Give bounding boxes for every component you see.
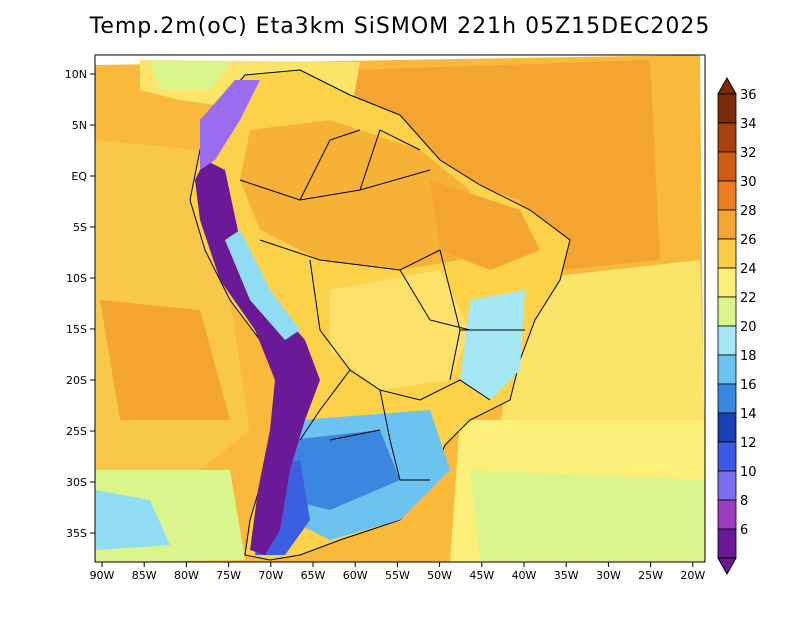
- andes-purple: [195, 160, 320, 555]
- colorbar-label: 20: [740, 320, 757, 335]
- land-northeast-hot: [430, 180, 540, 270]
- longitude-axis: 90W 85W 80W 75W 70W 65W 60W 55W 50W 45W 40W 35W 30W 2…: [90, 562, 705, 582]
- lat-tick-label: 15S: [66, 323, 87, 336]
- colorbar-label: 36: [740, 88, 757, 103]
- map-frame: [94, 54, 706, 563]
- colorbar-swatch: [717, 93, 737, 124]
- colorbar-swatch: [717, 412, 737, 443]
- lon-tick-label: 75W: [216, 569, 241, 582]
- colorbar-swatch: [717, 354, 737, 385]
- lon-tick-label: 50W: [427, 569, 452, 582]
- lon-tick-label: 45W: [469, 569, 494, 582]
- colorbar-label: 10: [740, 465, 757, 480]
- land-southeast-cool: [460, 290, 525, 400]
- ocean-warm-east: [350, 60, 660, 270]
- colorbar-swatch: [717, 499, 737, 530]
- map-title: Temp.2m(oC) Eta3km SiSMOM 221h 05Z15DEC2…: [89, 14, 711, 39]
- colorbar-swatch: [717, 528, 737, 559]
- lon-tick-label: 65W: [301, 569, 326, 582]
- temperature-colorbar: 36 34 32 30 28 26 24 22 20 18 16 14 12 10 8 6: [717, 76, 757, 576]
- lon-tick-label: 60W: [343, 569, 368, 582]
- colorbar-label: 26: [740, 233, 757, 248]
- country-borders: [239, 129, 525, 481]
- colorbar-swatch: [717, 470, 737, 501]
- andes-cyan-flank: [225, 230, 300, 340]
- lon-tick-label: 80W: [174, 569, 199, 582]
- lat-tick-label: 5S: [73, 221, 87, 234]
- lon-tick-label: 20W: [680, 569, 705, 582]
- colorbar-label: 24: [740, 262, 757, 277]
- colorbar-arrow-top: [717, 76, 737, 95]
- continent: [189, 69, 571, 561]
- colorbar-label: 22: [740, 291, 757, 306]
- colorbar-label: 32: [740, 146, 757, 161]
- colorbar-swatch: [717, 325, 737, 356]
- lat-tick-label: 35S: [66, 527, 87, 540]
- lat-tick-label: 20S: [66, 374, 87, 387]
- lon-tick-label: 90W: [90, 569, 115, 582]
- land-amazon-warm: [240, 120, 470, 270]
- lon-tick-label: 40W: [512, 569, 537, 582]
- colorbar-label: 8: [740, 494, 748, 509]
- colorbar-swatch: [717, 238, 737, 269]
- lon-tick-label: 55W: [385, 569, 410, 582]
- colorbar-swatch: [717, 151, 737, 182]
- colorbar-swatch: [717, 296, 737, 327]
- lon-tick-label: 85W: [132, 569, 157, 582]
- lat-tick-label: 5N: [72, 119, 87, 132]
- colorbar-label: 6: [740, 523, 748, 538]
- lon-tick-label: 30W: [596, 569, 621, 582]
- colorbar-swatch: [717, 441, 737, 472]
- lat-tick-label: 30S: [66, 476, 87, 489]
- colorbar-swatch: [717, 122, 737, 153]
- land-central-mild: [330, 270, 470, 390]
- lon-tick-label: 35W: [554, 569, 579, 582]
- colorbar-label: 30: [740, 175, 757, 190]
- colorbar-swatch: [717, 180, 737, 211]
- land-south-blue: [290, 430, 400, 510]
- lat-tick-label: 10N: [65, 68, 87, 81]
- latitude-axis: 10N 5N EQ 5S 10S 15S 20S 25S 30S 35S: [65, 68, 95, 540]
- lat-tick-label: EQ: [71, 170, 87, 183]
- colorbar-label: 28: [740, 204, 757, 219]
- lat-tick-label: 10S: [66, 272, 87, 285]
- colorbar-swatch: [717, 209, 737, 240]
- lon-tick-label: 70W: [258, 569, 283, 582]
- ocean-cyan-sw: [95, 490, 170, 550]
- colorbar-label: 16: [740, 378, 757, 393]
- ocean-warm-west: [100, 300, 230, 420]
- lat-tick-label: 25S: [66, 425, 87, 438]
- colorbar-swatch: [717, 383, 737, 414]
- colorbar-label: 34: [740, 117, 757, 132]
- colorbar-label: 12: [740, 436, 757, 451]
- ocean-caribbean-green: [150, 62, 230, 90]
- colorbar-label: 14: [740, 407, 757, 422]
- ocean-green-south: [470, 470, 705, 562]
- lon-tick-label: 25W: [638, 569, 663, 582]
- colorbar-swatch: [717, 267, 737, 298]
- colorbar-arrow-bottom: [717, 557, 737, 576]
- colorbar-label: 18: [740, 349, 757, 364]
- andes-north: [200, 80, 260, 170]
